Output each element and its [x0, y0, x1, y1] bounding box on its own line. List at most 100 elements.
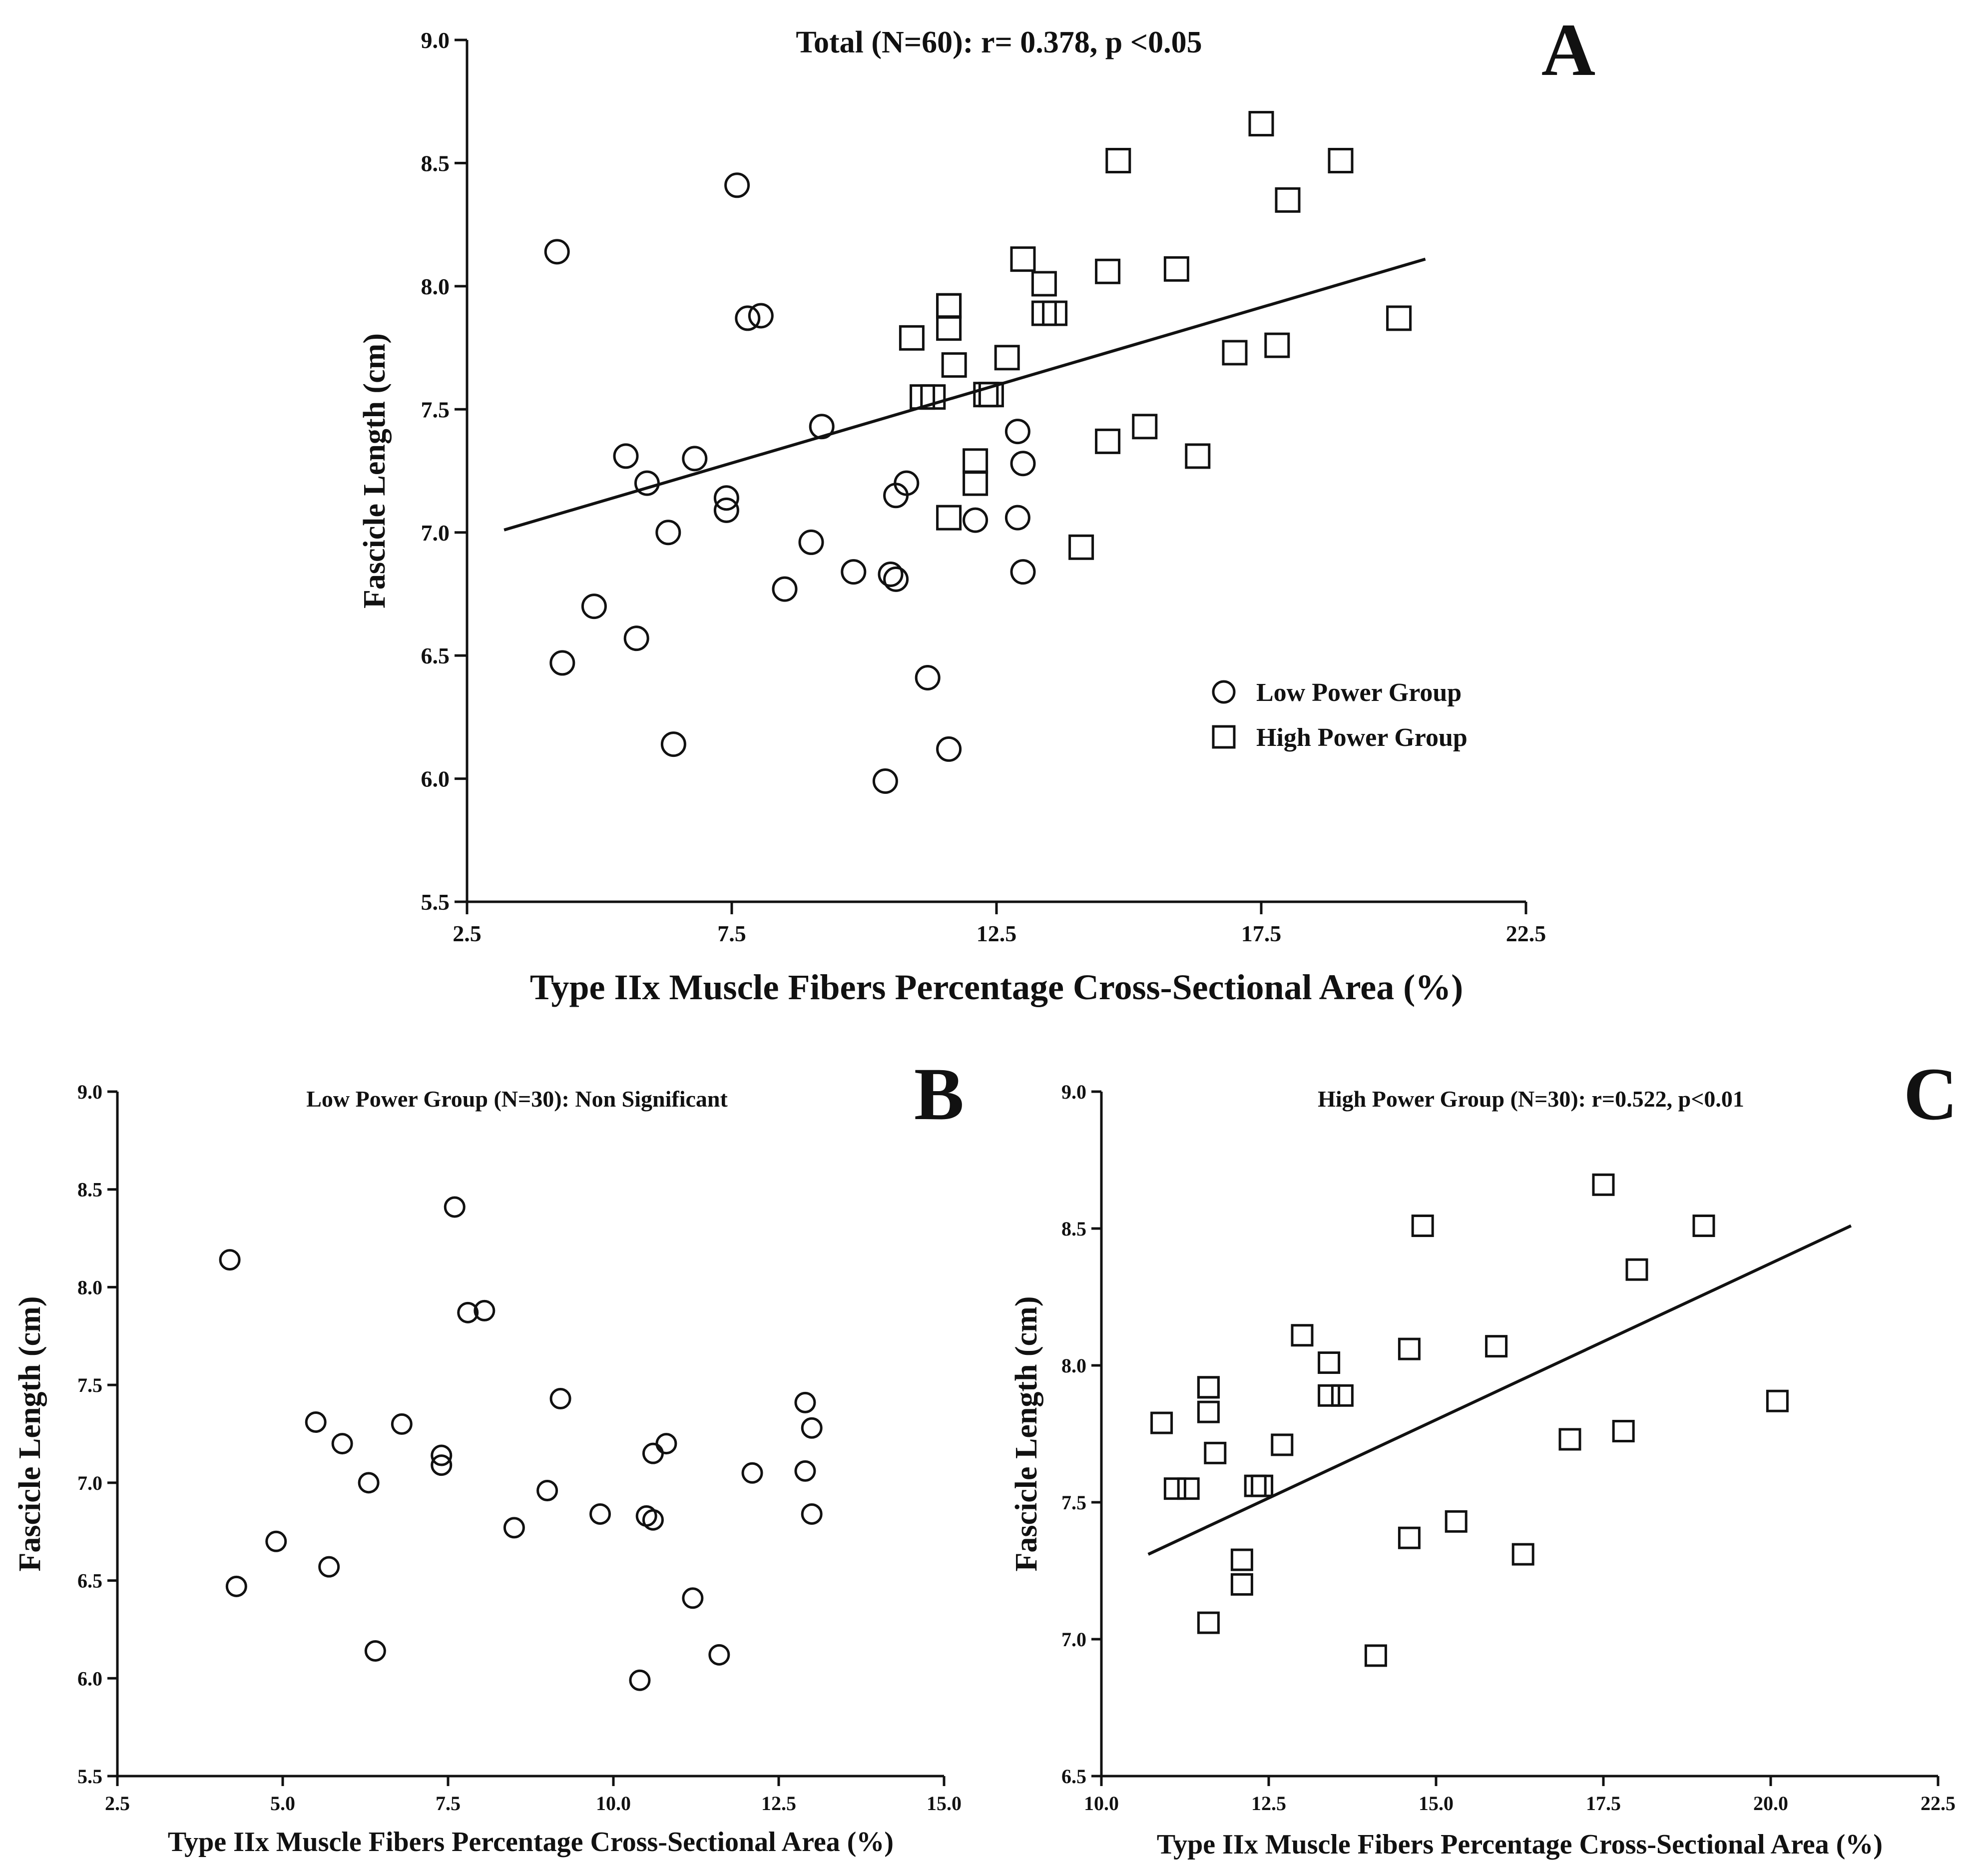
data-point-square — [1364, 1644, 1387, 1667]
chart-title: Total (N=60): r= 0.378, p <0.05 — [796, 25, 1202, 59]
data-point-circle — [772, 576, 798, 602]
data-point-square — [1068, 534, 1094, 560]
data-point-square — [1042, 300, 1068, 326]
data-point-circle — [660, 731, 686, 757]
y-tick-label: 5.5 — [421, 889, 450, 915]
data-point-circle — [841, 559, 867, 585]
data-point-square — [1275, 187, 1301, 213]
data-point-circle — [713, 497, 739, 523]
data-point-circle — [1004, 505, 1030, 531]
x-tick-label: 15.0 — [1419, 1792, 1454, 1815]
x-tick-label: 22.5 — [1921, 1792, 1956, 1815]
data-point-circle — [708, 1644, 730, 1666]
y-tick-label: 6.0 — [421, 766, 450, 792]
data-point-square — [1625, 1258, 1648, 1281]
data-point-circle — [391, 1413, 413, 1435]
panel-letter: B — [914, 1053, 964, 1136]
data-point-circle — [794, 1391, 816, 1413]
data-point-square — [899, 325, 925, 351]
data-point-circle — [741, 1462, 763, 1484]
y-tick-label: 6.5 — [421, 643, 450, 668]
data-point-square — [1318, 1351, 1341, 1374]
y-tick-label: 5.5 — [77, 1765, 102, 1788]
data-point-square — [1185, 443, 1211, 469]
x-tick-label: 2.5 — [453, 921, 482, 946]
data-point-circle — [642, 1509, 664, 1531]
y-tick-label: 8.0 — [421, 274, 450, 299]
data-point-circle — [305, 1411, 327, 1433]
y-tick-label: 6.0 — [77, 1667, 102, 1690]
data-point-square — [1248, 111, 1274, 137]
data-point-circle — [655, 520, 681, 546]
x-tick-label: 17.5 — [1586, 1792, 1621, 1815]
data-point-square — [1331, 1384, 1354, 1407]
y-tick-label: 8.0 — [1061, 1354, 1086, 1377]
data-point-circle — [872, 768, 898, 794]
x-tick-label: 5.0 — [270, 1792, 295, 1815]
data-point-circle — [883, 566, 909, 592]
data-point-square — [941, 352, 967, 378]
y-tick-label: 7.0 — [421, 520, 450, 546]
data-point-square — [1150, 1411, 1173, 1434]
data-point-square — [1132, 414, 1158, 440]
data-point-circle — [364, 1640, 386, 1662]
data-point-square — [1163, 256, 1189, 282]
data-point-square — [1163, 1477, 1186, 1500]
data-point-square — [994, 345, 1020, 371]
data-point-circle — [474, 1299, 495, 1321]
y-axis-label: Fascicle Length (cm) — [13, 1296, 47, 1572]
data-point-square — [1592, 1173, 1615, 1196]
data-point-circle — [629, 1669, 651, 1691]
data-point-circle — [265, 1530, 287, 1552]
y-tick-label: 8.5 — [1061, 1218, 1086, 1240]
panel-c: 10.0 12.5 15.0 17.5 20.0 22.5 6.5 7.0 7.5 8.0 8.5 9… — [1009, 1053, 1958, 1860]
y-axis-label: Fascicle Length (cm) — [358, 333, 392, 609]
data-point-circle — [581, 594, 607, 620]
data-point-square — [1230, 1548, 1253, 1571]
data-point-circle — [963, 507, 988, 533]
y-tick-label: 6.5 — [1061, 1765, 1086, 1788]
data-point-square — [936, 505, 962, 531]
data-point-circle — [724, 172, 750, 198]
data-point-square — [1095, 258, 1121, 284]
data-point-square — [1197, 1611, 1220, 1634]
x-tick-label: 7.5 — [436, 1792, 461, 1815]
data-point-circle — [358, 1472, 380, 1494]
x-tick-label: 20.0 — [1753, 1792, 1788, 1815]
data-point-square — [1105, 148, 1131, 173]
data-point-square — [1095, 428, 1121, 454]
data-point-square — [1445, 1510, 1468, 1533]
data-point-circle — [318, 1556, 340, 1578]
x-tick-label: 12.5 — [977, 921, 1017, 946]
data-point-circle — [794, 1460, 816, 1482]
panel-letter: A — [1541, 8, 1595, 91]
data-point-circle — [801, 1503, 823, 1525]
x-tick-label: 7.5 — [717, 921, 746, 946]
data-point-circle — [655, 1433, 677, 1455]
data-point-circle — [894, 470, 920, 496]
data-point-circle — [589, 1503, 611, 1525]
data-point-square — [1485, 1335, 1508, 1358]
data-point-circle — [915, 665, 941, 690]
y-tick-label: 7.0 — [1061, 1628, 1086, 1651]
x-tick-label: 22.5 — [1506, 921, 1546, 946]
chart-title: High Power Group (N=30): r=0.522, p<0.01 — [1318, 1086, 1744, 1112]
data-point-square — [1291, 1324, 1314, 1347]
data-point-circle — [1010, 559, 1036, 585]
data-point-square — [1251, 1474, 1274, 1497]
data-point-square — [1264, 332, 1290, 358]
data-point-square — [1222, 340, 1248, 366]
data-point-square — [1766, 1389, 1789, 1412]
y-tick-label: 7.5 — [421, 397, 450, 422]
data-point-circle — [1010, 451, 1036, 477]
x-axis-label: Type IIx Muscle Fibers Percentage Cross-… — [530, 967, 1463, 1007]
x-tick-label: 17.5 — [1241, 921, 1282, 946]
x-tick-label: 10.0 — [596, 1792, 631, 1815]
data-point-circle — [503, 1517, 525, 1539]
y-tick-label: 8.5 — [77, 1179, 102, 1201]
data-point-square — [1010, 246, 1036, 272]
data-point-circle — [219, 1249, 241, 1271]
data-point-circle — [748, 303, 774, 329]
